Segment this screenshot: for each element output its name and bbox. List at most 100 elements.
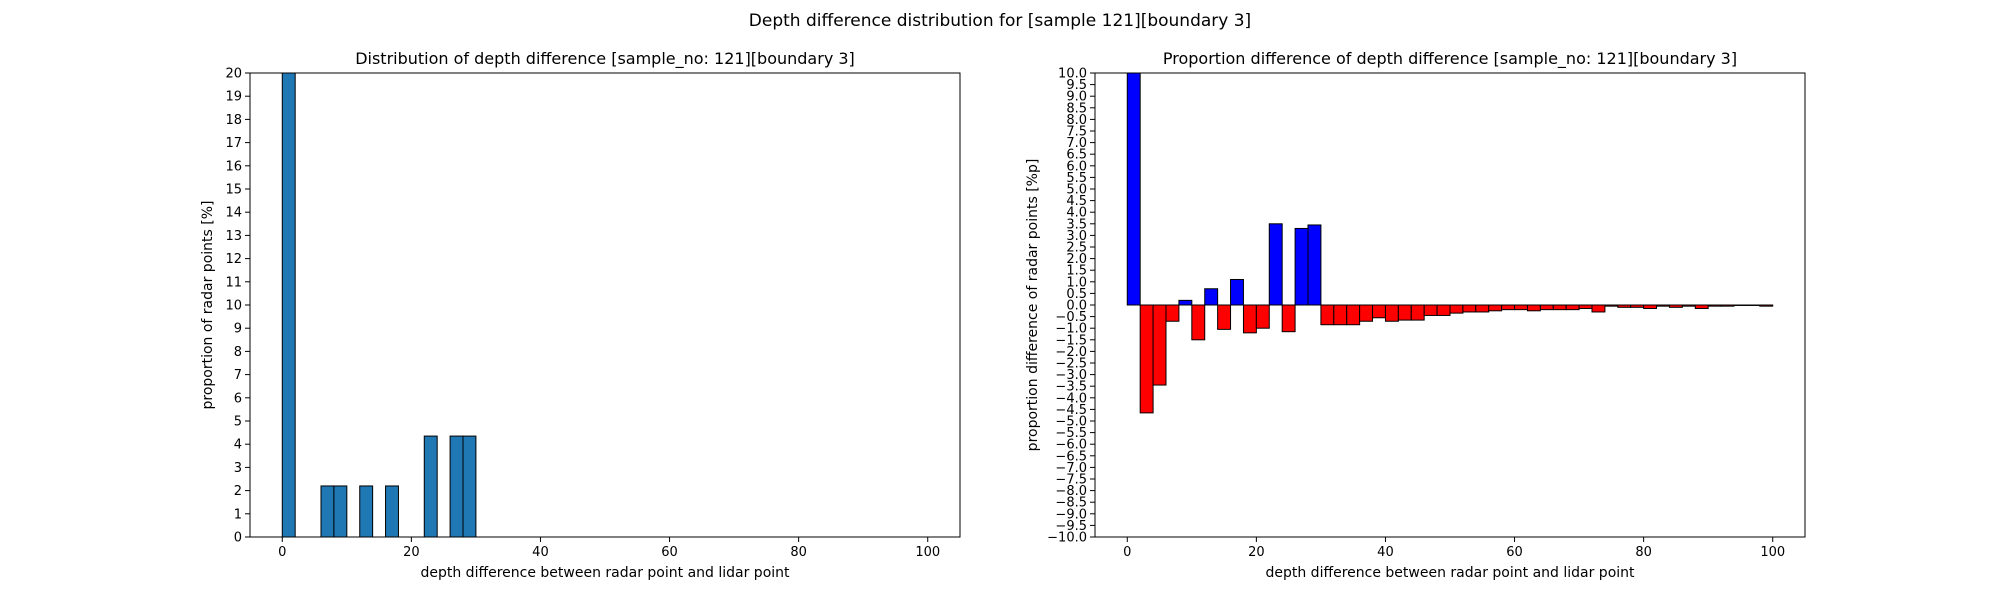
chart-1-bar [423, 435, 438, 538]
chart-1-y-tick-label: 19 [225, 90, 242, 105]
chart-2-bar [1552, 304, 1567, 311]
chart-1-y-tick-label: 9 [234, 322, 242, 337]
chart-2-y-tick-label: 2.0 [1066, 252, 1087, 267]
chart-2-y-tick-label: −6.0 [1055, 438, 1087, 453]
chart-2-bar [1462, 304, 1477, 313]
chart-2-x-tick-label: 20 [1248, 545, 1265, 560]
chart-1-y-tick-label: 14 [225, 206, 242, 221]
chart-2-y-tick-label: 7.0 [1066, 136, 1087, 151]
chart-2-bar [1501, 304, 1516, 311]
chart-2-x-tick-label: 0 [1123, 545, 1131, 560]
chart-2-bar [1630, 304, 1645, 308]
chart-1-x-tick-label: 100 [915, 545, 940, 560]
chart-1-y-tick-label: 2 [234, 484, 242, 499]
chart-2-y-tick-label: −1.0 [1055, 322, 1087, 337]
chart-2-y-tick-label: 7.5 [1066, 125, 1087, 140]
chart-1-y-tick-label: 20 [225, 67, 242, 82]
chart-2-bar [1694, 304, 1709, 309]
chart-2-y-tick-label: 5.0 [1066, 183, 1087, 198]
chart-2-bar [1281, 304, 1296, 333]
chart-2-bar [1268, 223, 1283, 306]
chart-1-y-tick-label: 8 [234, 345, 242, 360]
chart-2-y-tick-label: −3.5 [1055, 380, 1087, 395]
chart-2-y-tick-label: 3.5 [1066, 217, 1087, 232]
chart-1-axes-frame [249, 72, 961, 538]
chart-2-bar [1617, 304, 1632, 308]
chart-2-bar [1475, 304, 1490, 313]
chart-1-xlabel: depth difference between radar point and… [420, 565, 790, 581]
chart-1-y-tick-label: 1 [234, 507, 242, 522]
chart-1-x-tick-label: 0 [278, 545, 286, 560]
chart-1-bar [462, 435, 477, 538]
chart-2-y-tick-label: 3.0 [1066, 229, 1087, 244]
chart-1-ylabel: proportion of radar points [%] [200, 200, 216, 409]
chart-2-y-tick-label: 8.5 [1066, 101, 1087, 116]
chart-2-bar [1565, 304, 1580, 311]
figure-title: Depth difference distribution for [sampl… [749, 11, 1251, 31]
chart-2-bar [1152, 304, 1167, 386]
chart-2-y-tick-label: −8.5 [1055, 496, 1087, 511]
chart-2-y-tick-label: −8.0 [1055, 484, 1087, 499]
chart-2-y-tick-label: 9.5 [1066, 78, 1087, 93]
chart-2-y-tick-label: 4.0 [1066, 206, 1087, 221]
chart-2: 0 20 40 60 80 100 −10.0−9.5−9.0−8.5−8.0−7.5−7.… [1025, 49, 1806, 581]
chart-2-y-tick-label: −9.0 [1055, 507, 1087, 522]
chart-2-x-tick-label: 60 [1506, 545, 1523, 560]
chart-2-bar [1578, 304, 1593, 309]
chart-2-bar [1165, 304, 1180, 322]
chart-2-bar [1139, 304, 1154, 414]
chart-2-ylabel: proportion difference of radar points [%… [1025, 159, 1041, 452]
chart-2-y-tick-label: 5.5 [1066, 171, 1087, 186]
chart-2-y-tick-label: −1.5 [1055, 333, 1087, 348]
chart-2-bar [1346, 304, 1361, 326]
chart-2-y-tick-label: −7.0 [1055, 461, 1087, 476]
chart-1-y-tick-label: 16 [225, 159, 242, 174]
chart-2-bar [1681, 304, 1696, 307]
chart-2-bar [1720, 304, 1735, 307]
chart-1-bar [320, 485, 335, 538]
chart-2-bar [1707, 304, 1722, 307]
chart-2-bar [1526, 304, 1541, 312]
chart-2-bar [1178, 299, 1193, 306]
chart-2-y-tick-label: 4.5 [1066, 194, 1087, 209]
chart-1-y-tick-label: 15 [225, 183, 242, 198]
chart-1-x-tick-label: 40 [532, 545, 549, 560]
chart-1-y-tick-label: 13 [225, 229, 242, 244]
chart-2-y-tick-label: 0.5 [1066, 287, 1087, 302]
chart-2-y-tick-label: 6.5 [1066, 148, 1087, 163]
chart-2-bar [1191, 304, 1206, 341]
chart-2-bar [1668, 304, 1683, 308]
chart-1-y-tick-label: 11 [225, 275, 242, 290]
chart-2-y-tick-label: 8.0 [1066, 113, 1087, 128]
chart-2-y-tick-label: 10.0 [1058, 67, 1087, 82]
chart-1-bar [333, 485, 348, 538]
chart-2-bar [1230, 278, 1244, 306]
chart-1-y-tick-label: 0 [234, 531, 242, 546]
chart-1-y-tick-label: 3 [234, 461, 242, 476]
chart-2-y-tick-label: 1.5 [1066, 264, 1087, 279]
chart-1-y-tick-label: 18 [225, 113, 242, 128]
chart-2-bar [1359, 304, 1374, 322]
chart-2-y-tick-label: −2.5 [1055, 357, 1087, 372]
chart-2-y-tick-label: 0.0 [1066, 299, 1087, 314]
chart-1-y-tick-label: 6 [234, 391, 242, 406]
chart-2-y-tick-label: −5.5 [1055, 426, 1087, 441]
chart-2-y-tick-label: −5.0 [1055, 415, 1087, 430]
chart-2-bar [1436, 304, 1451, 316]
chart-2-y-tick-label: −4.5 [1055, 403, 1087, 418]
chart-2-bar [1320, 304, 1335, 326]
chart-1-y-tick-label: 12 [225, 252, 242, 267]
chart-2-bar [1217, 304, 1232, 330]
chart-1-x-tick-label: 80 [790, 545, 807, 560]
chart-2-y-tick-label: −4.0 [1055, 391, 1087, 406]
chart-2-bar [1604, 304, 1619, 307]
chart-2-xlabel: depth difference between radar point and… [1265, 565, 1635, 581]
chart-2-bar [1449, 304, 1464, 314]
chart-2-y-tick-label: −10.0 [1047, 531, 1087, 546]
chart-1-bar [449, 435, 464, 538]
chart-2-bar [1423, 304, 1438, 316]
chart-2-bar [1514, 304, 1528, 311]
chart-2-x-tick-label: 40 [1377, 545, 1394, 560]
